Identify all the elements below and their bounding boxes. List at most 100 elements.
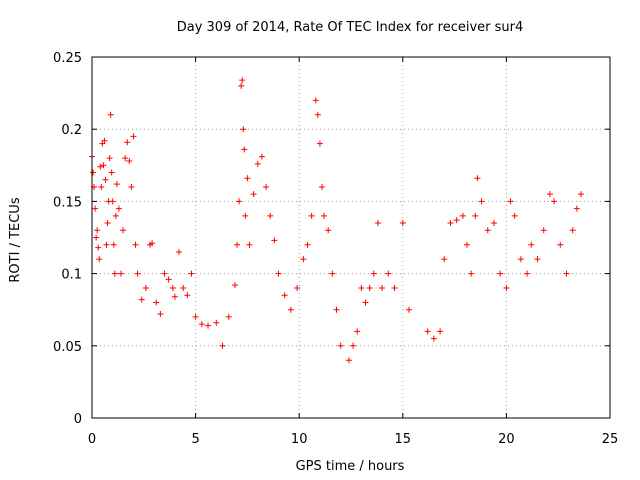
data-point — [345, 357, 352, 364]
data-point — [130, 133, 137, 140]
data-point — [198, 321, 205, 328]
data-point — [184, 292, 191, 299]
plot-frame — [91, 56, 611, 419]
data-point — [111, 270, 118, 277]
data-point — [399, 220, 406, 227]
data-points — [89, 77, 584, 364]
data-point — [108, 169, 115, 176]
data-point — [165, 276, 172, 283]
data-point — [263, 183, 270, 190]
data-point — [490, 220, 497, 227]
data-point — [234, 241, 241, 248]
data-point — [97, 163, 104, 170]
data-point — [362, 299, 369, 306]
data-point — [441, 256, 448, 263]
data-point — [161, 270, 168, 277]
data-point — [238, 82, 245, 89]
data-point — [106, 155, 113, 162]
data-point — [484, 227, 491, 234]
data-point — [267, 212, 274, 219]
data-point — [107, 111, 114, 118]
data-point — [468, 270, 475, 277]
data-point — [169, 285, 176, 292]
data-point — [354, 328, 361, 335]
data-point — [281, 292, 288, 299]
data-point — [250, 191, 257, 198]
data-point — [225, 313, 232, 320]
data-point — [113, 181, 120, 188]
data-point — [573, 205, 580, 212]
data-point — [124, 139, 131, 146]
y-tick-label: 0.25 — [53, 51, 82, 66]
data-point — [318, 183, 325, 190]
data-point — [316, 140, 323, 147]
x-tick-label: 25 — [602, 432, 619, 447]
data-point — [459, 212, 466, 219]
data-point — [534, 256, 541, 263]
data-point — [100, 162, 107, 169]
data-point — [321, 212, 328, 219]
data-point — [153, 299, 160, 306]
data-point — [171, 293, 178, 300]
data-point — [312, 97, 319, 104]
x-tick-label: 5 — [191, 432, 199, 447]
data-point — [540, 227, 547, 234]
data-point — [120, 227, 127, 234]
data-point — [507, 198, 514, 205]
data-point — [118, 270, 125, 277]
y-tick-label: 0.1 — [61, 268, 82, 283]
data-point — [102, 176, 109, 183]
y-tick-label: 0 — [74, 412, 82, 427]
data-point — [333, 306, 340, 313]
data-point — [304, 241, 311, 248]
data-point — [242, 212, 249, 219]
data-point — [577, 191, 584, 198]
data-point — [474, 175, 481, 182]
data-point — [275, 270, 282, 277]
data-point — [524, 270, 531, 277]
data-point — [149, 240, 156, 247]
data-point — [219, 342, 226, 349]
data-point — [350, 342, 357, 349]
data-point — [517, 256, 524, 263]
data-point — [358, 285, 365, 292]
data-point — [424, 328, 431, 335]
data-point — [109, 198, 116, 205]
data-point — [546, 191, 553, 198]
chart-title: Day 309 of 2014, Rate Of TEC Index for r… — [177, 20, 524, 35]
data-point — [240, 126, 247, 133]
y-tick-label: 0.2 — [61, 123, 82, 138]
data-point — [132, 241, 139, 248]
data-point — [329, 270, 336, 277]
data-point — [94, 227, 101, 234]
data-point — [385, 270, 392, 277]
x-tick-label: 15 — [395, 432, 412, 447]
data-point — [569, 227, 576, 234]
data-point — [104, 220, 111, 227]
x-tick-labels: 0 5 10 15 20 25 — [88, 432, 618, 447]
data-point — [370, 270, 377, 277]
data-point — [126, 157, 133, 164]
data-point — [110, 241, 117, 248]
data-point — [92, 205, 99, 212]
data-point — [337, 342, 344, 349]
data-point — [557, 241, 564, 248]
data-point — [287, 306, 294, 313]
y-tick-label: 0.15 — [53, 195, 82, 210]
data-point — [563, 270, 570, 277]
data-point — [134, 270, 141, 277]
x-axis-label: GPS time / hours — [296, 459, 405, 474]
data-point — [314, 111, 321, 118]
data-point — [142, 285, 149, 292]
data-point — [96, 256, 103, 263]
data-point — [472, 212, 479, 219]
data-point — [176, 248, 183, 255]
data-point — [503, 285, 510, 292]
data-point — [101, 137, 108, 144]
data-point — [122, 155, 129, 162]
y-axis-label: ROTI / TECUs — [8, 197, 23, 282]
data-point — [95, 244, 102, 251]
data-point — [406, 306, 413, 313]
data-point — [138, 296, 145, 303]
